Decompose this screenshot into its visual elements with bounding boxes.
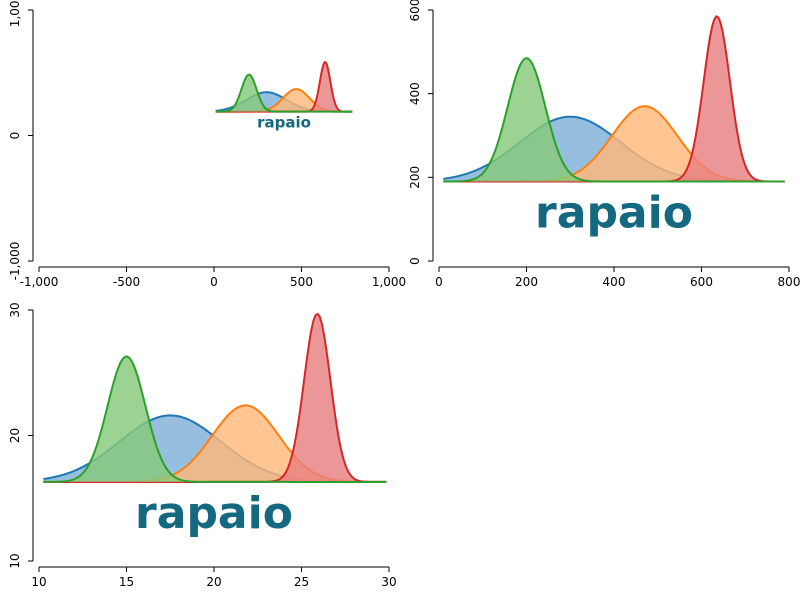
y-tick-label: 30 [8, 302, 22, 317]
series-line-3 [443, 57, 785, 183]
series-line-3 [215, 73, 353, 113]
series-area-2 [443, 16, 785, 182]
x-tick-label: 500 [290, 275, 313, 289]
plot-area [443, 15, 785, 183]
x-tick-label: 15 [119, 575, 134, 589]
series-area-2 [215, 62, 353, 112]
x-tick-label: 25 [294, 575, 309, 589]
series-area-1 [443, 106, 785, 182]
series-line-3 [43, 355, 387, 483]
series-area-1 [215, 89, 353, 112]
x-tick-label: 0 [435, 275, 443, 289]
x-tick-label: 800 [778, 275, 800, 289]
y-tick-label: 400 [408, 82, 422, 105]
x-tick-label: 200 [515, 275, 538, 289]
y-tick-label: 600 [408, 0, 422, 21]
x-tick-label: 600 [690, 275, 713, 289]
panel-top-left: -1,000 -500 0 500 1,000 -1,000 0 1,000 rapaio [8, 0, 406, 289]
x-tick-label: 10 [31, 575, 46, 589]
plot-area [215, 60, 353, 113]
y-tick-label: 0 [408, 257, 422, 265]
panel-bottom-left: 10 15 20 25 30 10 20 30 rapaio [8, 302, 397, 589]
x-tick-label: -1,000 [20, 275, 59, 289]
y-tick-label: 20 [8, 428, 22, 443]
y-tick-label: 0 [8, 132, 22, 140]
x-tick-label: 30 [381, 575, 396, 589]
series-area-2 [43, 313, 387, 482]
y-tick-label: -1,000 [8, 242, 22, 281]
y-tick-label: 10 [8, 553, 22, 568]
series-area-3 [215, 74, 353, 112]
x-tick-label: 0 [210, 275, 218, 289]
x-tick-label: 20 [206, 575, 221, 589]
panel-top-right: 0 200 400 600 800 0 200 400 600 rapaio [408, 0, 800, 289]
series-area-3 [443, 58, 785, 182]
y-tick-label: 200 [408, 166, 422, 189]
x-tick-label: -500 [113, 275, 140, 289]
y-tick-label: 1,000 [8, 0, 22, 27]
series-area-3 [43, 356, 387, 482]
plot-area [43, 312, 387, 483]
rapaio-logo-text: rapaio [257, 113, 311, 131]
x-tick-label: 400 [603, 275, 626, 289]
x-tick-label: 1,000 [372, 275, 406, 289]
rapaio-logo-text: rapaio [135, 488, 293, 539]
rapaio-logo-text: rapaio [535, 188, 693, 239]
